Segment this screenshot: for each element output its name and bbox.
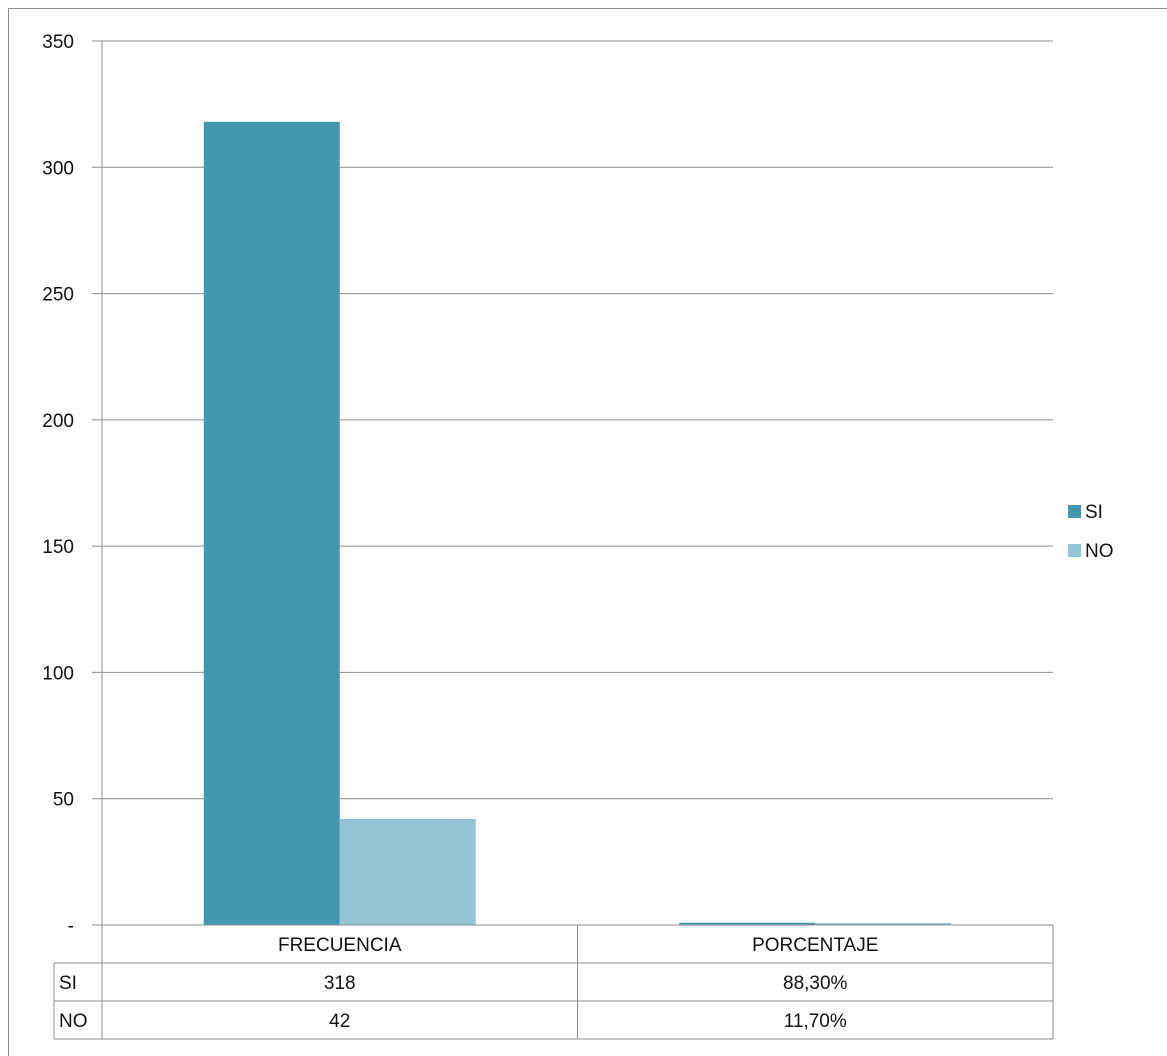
bar-no-frecuencia	[339, 818, 476, 925]
y-tick-label: 150	[42, 537, 74, 558]
x-category-label: PORCENTAJE	[752, 935, 878, 956]
table-cell: 11,70%	[784, 1011, 847, 1032]
legend: SI NO	[1068, 502, 1114, 562]
table-cell: 88,30%	[783, 973, 848, 994]
legend-swatch-no	[1068, 544, 1081, 557]
chart-frame	[8, 8, 1167, 1056]
bar-no-porcentaje	[815, 923, 952, 925]
table-row-label: SI	[59, 973, 77, 994]
bars	[203, 121, 952, 925]
y-tick-label: 300	[42, 158, 74, 179]
table-cell: 42	[329, 1011, 350, 1032]
y-tick-label: 200	[42, 411, 74, 432]
y-tick-label: 250	[42, 285, 74, 306]
y-tick-label: -	[68, 916, 74, 937]
table-row-label: NO	[59, 1011, 88, 1032]
y-tick-label: 350	[42, 32, 74, 53]
bar-si-frecuencia	[203, 121, 340, 925]
legend-label: SI	[1085, 502, 1103, 523]
x-category-label: FRECUENCIA	[278, 935, 402, 956]
data-table: FRECUENCIA PORCENTAJE SI 318 88,30% NO 42 11,70…	[53, 924, 1054, 1040]
legend-label: NO	[1085, 541, 1114, 562]
bar-si-porcentaje	[679, 922, 816, 925]
y-tick-label: 50	[53, 790, 74, 811]
table-cell: 318	[324, 973, 356, 994]
legend-swatch-si	[1068, 505, 1081, 518]
y-tick-label: 100	[42, 663, 74, 684]
y-axis-tick-labels: - 50 100 150 200 250 300 350	[42, 32, 74, 937]
